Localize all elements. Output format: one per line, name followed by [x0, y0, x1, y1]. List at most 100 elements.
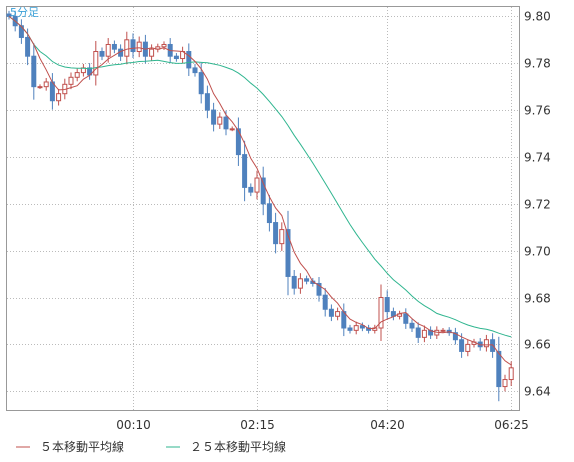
candle-41 — [260, 166, 266, 216]
candle-body-74 — [465, 343, 471, 352]
candle-body-0 — [6, 13, 12, 17]
candle-body-32 — [204, 93, 210, 111]
candle-14 — [93, 40, 99, 86]
plot-frame — [6, 6, 520, 411]
candle-5 — [37, 84, 43, 90]
candle-67 — [421, 325, 427, 343]
candle-body-48 — [304, 278, 310, 282]
candle-47 — [297, 273, 303, 294]
candle-32 — [204, 85, 210, 119]
candle-59 — [372, 324, 378, 334]
candle-58 — [366, 324, 372, 334]
candle-body-30 — [192, 67, 198, 74]
candle-body-4 — [31, 55, 37, 88]
candle-61 — [384, 290, 390, 319]
candle-21 — [136, 36, 142, 58]
candle-27 — [173, 53, 179, 62]
y-tick-label-5: 9.70 — [524, 245, 551, 259]
candle-body-19 — [124, 39, 130, 57]
candle-body-27 — [173, 55, 179, 60]
candle-43 — [273, 212, 279, 254]
candle-42 — [266, 194, 272, 232]
candle-body-60 — [378, 297, 384, 329]
candle-body-10 — [68, 76, 74, 85]
candle-body-25 — [161, 43, 167, 48]
candle-body-43 — [273, 222, 279, 245]
candle-12 — [80, 63, 86, 77]
candle-body-38 — [242, 154, 248, 188]
candle-68 — [428, 326, 434, 340]
candle-body-55 — [347, 327, 353, 331]
legend-ma25-label: ２５本移動平均線 — [190, 439, 286, 454]
candle-36 — [229, 126, 235, 132]
x-axis-labels: 00:10 02:15 04:20 06:25 — [116, 418, 529, 432]
candle-72 — [452, 327, 458, 345]
candle-37 — [235, 117, 241, 166]
candle-33 — [211, 102, 217, 132]
candle-81 — [508, 361, 514, 386]
grid-layer — [7, 7, 519, 410]
candle-74 — [465, 339, 471, 357]
y-tick-label-8: 9.64 — [524, 385, 551, 399]
candle-body-5 — [37, 86, 43, 89]
candle-body-67 — [421, 329, 427, 338]
candle-body-61 — [384, 297, 390, 313]
y-tick-label-2: 9.76 — [524, 104, 551, 118]
candle-body-77 — [483, 339, 489, 348]
candle-body-45 — [285, 229, 291, 277]
candle-66 — [415, 322, 421, 343]
candle-0 — [6, 10, 12, 20]
y-tick-label-1: 9.78 — [524, 57, 551, 71]
y-tick-label-3: 9.74 — [524, 151, 551, 165]
y-axis-labels: 9.80 9.78 9.76 9.74 9.72 9.70 9.68 9.66 9.64 — [524, 10, 551, 399]
candle-body-20 — [130, 39, 136, 53]
candle-body-34 — [217, 116, 223, 125]
candle-57 — [359, 322, 365, 332]
candle-body-36 — [229, 128, 235, 131]
candle-38 — [242, 140, 248, 202]
candle-8 — [56, 88, 62, 106]
candle-body-79 — [496, 350, 502, 388]
candle-body-11 — [74, 72, 80, 78]
moving-average-layer — [8, 16, 512, 366]
candle-body-35 — [223, 116, 229, 130]
y-tick-label-0: 9.80 — [524, 10, 551, 24]
candle-39 — [248, 183, 254, 197]
candle-body-41 — [260, 177, 266, 205]
legend: ５本移動平均線 ２５本移動平均線 — [16, 439, 286, 454]
candle-body-52 — [328, 308, 334, 317]
candle-body-39 — [248, 186, 254, 193]
x-tick-label-0: 00:10 — [116, 418, 151, 432]
candle-4 — [31, 43, 37, 100]
candle-50 — [316, 277, 322, 302]
candle-48 — [304, 275, 310, 285]
candle-20 — [130, 33, 136, 58]
candle-45 — [285, 210, 291, 296]
candle-17 — [111, 40, 117, 54]
candle-body-42 — [266, 203, 272, 224]
candle-body-51 — [322, 294, 328, 310]
x-tick-label-1: 02:15 — [240, 418, 275, 432]
candle-54 — [341, 303, 347, 337]
candle-19 — [124, 31, 130, 65]
candle-34 — [217, 112, 223, 129]
candle-body-15 — [99, 51, 105, 57]
candle-64 — [403, 308, 409, 329]
candle-body-47 — [297, 278, 303, 289]
candle-body-17 — [111, 43, 117, 50]
ma5-line — [8, 16, 512, 366]
candle-body-56 — [353, 325, 359, 331]
candle-body-66 — [415, 327, 421, 338]
candle-6 — [43, 77, 49, 91]
candle-body-81 — [508, 367, 514, 381]
candle-body-40 — [254, 177, 260, 193]
candle-body-57 — [359, 325, 365, 329]
candle-77 — [483, 334, 489, 352]
legend-ma5-label: ５本移動平均線 — [40, 439, 124, 454]
candle-2 — [18, 19, 24, 44]
candle-10 — [68, 72, 74, 90]
y-tick-label-4: 9.72 — [524, 198, 551, 212]
candle-body-53 — [335, 311, 341, 317]
candle-body-73 — [459, 339, 465, 352]
